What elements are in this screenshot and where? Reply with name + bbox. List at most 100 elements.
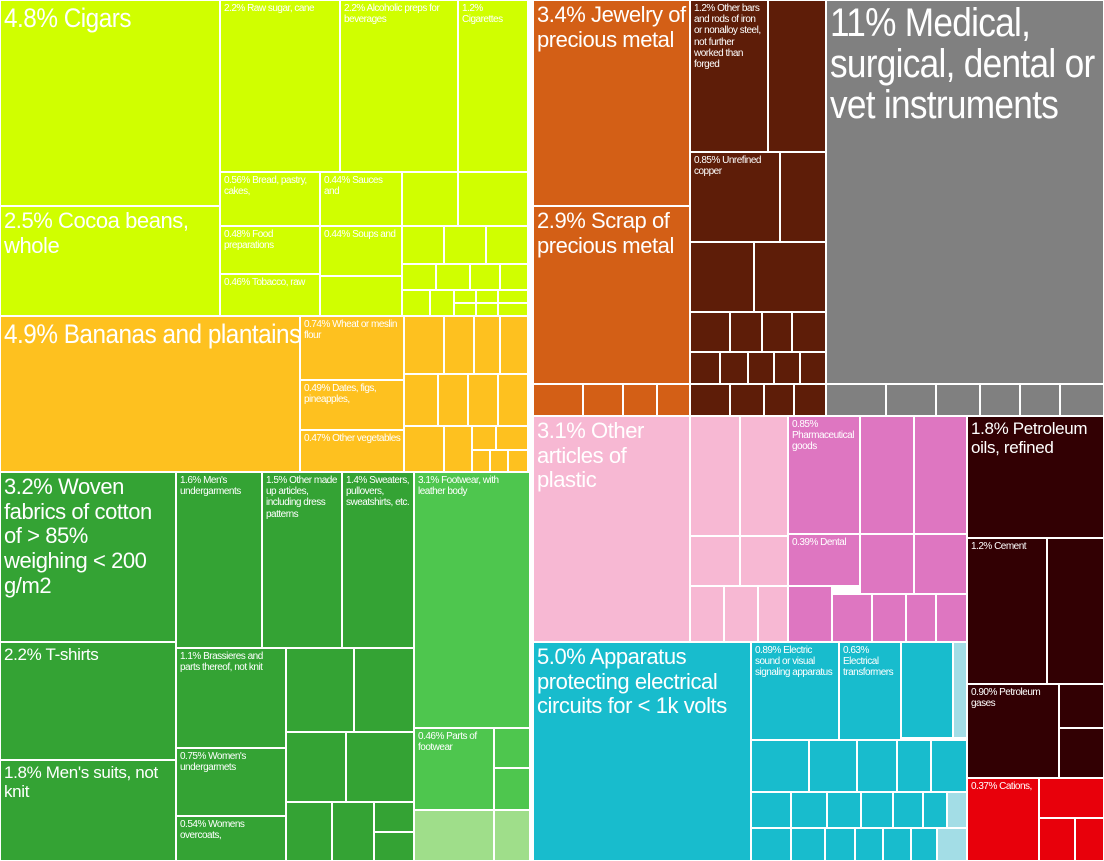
treemap-cell-unlabeled bbox=[472, 426, 496, 450]
treemap-cell-label: 0.49% Dates, figs, pineapples, bbox=[304, 383, 377, 406]
treemap-cell-unlabeled bbox=[458, 172, 528, 226]
treemap-cell-unlabeled bbox=[286, 802, 332, 861]
treemap-cell-label: 0.56% Bread, pastry, cakes, bbox=[224, 175, 307, 198]
treemap-cell: 1.2% Cigarettes bbox=[458, 0, 528, 172]
treemap-cell-unlabeled bbox=[496, 426, 528, 450]
treemap-cell: 0.85% Pharmaceutical goods bbox=[788, 416, 860, 534]
treemap-cell-label: 0.44% Soups and bbox=[324, 229, 396, 240]
treemap-cell-unlabeled bbox=[454, 290, 476, 303]
treemap-cell: 3.1% Other articles of plastic bbox=[533, 416, 690, 642]
treemap-cell-unlabeled bbox=[914, 534, 967, 594]
treemap-cell-unlabeled bbox=[720, 352, 748, 384]
treemap-cell-unlabeled bbox=[1039, 778, 1104, 818]
treemap-cell-unlabeled bbox=[901, 642, 953, 738]
treemap-cell: 1.2% Other bars and rods of iron or nona… bbox=[690, 0, 768, 152]
treemap-cell-unlabeled bbox=[883, 828, 911, 861]
treemap-cell-unlabeled bbox=[374, 802, 414, 832]
treemap-cell-unlabeled bbox=[1060, 384, 1104, 416]
treemap-cell-label: 0.48% Food preparations bbox=[224, 229, 274, 252]
treemap-cell-unlabeled bbox=[404, 316, 444, 374]
treemap-cell-label: 3.2% Woven fabrics of cotton of > 85% we… bbox=[4, 474, 152, 598]
treemap-cell-unlabeled bbox=[498, 290, 528, 303]
treemap-cell: 1.8% Petroleum oils, refined bbox=[967, 416, 1104, 538]
treemap-cell-unlabeled bbox=[832, 594, 872, 642]
treemap-cell-unlabeled bbox=[470, 264, 500, 290]
treemap-cell-unlabeled bbox=[872, 594, 906, 642]
treemap-cell: 3.4% Jewelry of precious metal bbox=[533, 0, 690, 206]
treemap-cell: 1.2% Cement bbox=[967, 538, 1047, 684]
treemap-cell-unlabeled bbox=[444, 316, 474, 374]
treemap-cell: 1.1% Brassieres and parts thereof, not k… bbox=[176, 648, 286, 748]
treemap-cell-unlabeled bbox=[286, 648, 354, 732]
treemap-cell-label: 1.2% Cigarettes bbox=[462, 3, 503, 26]
treemap-cell-unlabeled bbox=[751, 740, 809, 792]
treemap-cell-unlabeled bbox=[886, 384, 936, 416]
treemap-cell-label: 3.4% Jewelry of precious metal bbox=[537, 2, 686, 52]
treemap-cell: 0.46% Parts of footwear bbox=[414, 728, 494, 810]
treemap-cell-unlabeled bbox=[751, 828, 791, 861]
treemap-cell-unlabeled bbox=[780, 152, 826, 242]
treemap-cell-unlabeled bbox=[346, 732, 414, 802]
treemap-cell-label: 1.4% Sweaters, pullovers, sweatshirts, e… bbox=[346, 475, 410, 509]
treemap-cell-unlabeled bbox=[438, 374, 468, 426]
treemap-cell-unlabeled bbox=[923, 792, 947, 828]
treemap-cell-label: 1.5% Other made up articles, including d… bbox=[266, 475, 337, 520]
treemap-cell: 1.4% Sweaters, pullovers, sweatshirts, e… bbox=[342, 472, 414, 648]
treemap-cell-label: 0.54% Womens overcoats, bbox=[180, 819, 245, 842]
treemap-cell-unlabeled bbox=[826, 384, 886, 416]
treemap-cell: 0.37% Cations, bbox=[967, 778, 1039, 861]
treemap-cell: 4.9% Bananas and plantains bbox=[0, 316, 300, 472]
treemap-cell-unlabeled bbox=[402, 264, 436, 290]
treemap-cell-label: 1.6% Men's undergarments bbox=[180, 475, 241, 498]
treemap-cell-unlabeled bbox=[402, 226, 444, 264]
treemap-cell-unlabeled bbox=[748, 352, 774, 384]
treemap-cell-unlabeled bbox=[947, 792, 967, 828]
treemap-cell: 0.56% Bread, pastry, cakes, bbox=[220, 172, 320, 226]
treemap-cell-unlabeled bbox=[498, 303, 528, 316]
treemap-cell-label: 5.0% Apparatus protecting electrical cir… bbox=[537, 644, 727, 719]
treemap-cell-label: 2.2% T-shirts bbox=[4, 645, 99, 664]
treemap-cell-unlabeled bbox=[740, 536, 788, 586]
treemap-cell-unlabeled bbox=[476, 303, 498, 316]
treemap-cell: 1.6% Men's undergarments bbox=[176, 472, 262, 648]
treemap-cell-label: 4.8% Cigars bbox=[4, 3, 132, 33]
treemap-cell-unlabeled bbox=[791, 792, 827, 828]
treemap-cell: 3.1% Footwear, with leather body bbox=[414, 472, 530, 728]
treemap-cell-unlabeled bbox=[494, 728, 530, 768]
treemap-cell-unlabeled bbox=[791, 828, 825, 861]
treemap-cell-label: 0.44% Sauces and bbox=[324, 175, 383, 198]
treemap-cell-unlabeled bbox=[794, 384, 826, 416]
treemap-cell-label: 1.2% Cement bbox=[971, 541, 1027, 552]
treemap-cell-unlabeled bbox=[472, 450, 490, 472]
treemap-cell-label: 0.74% Wheat or meslin flour bbox=[304, 319, 397, 342]
treemap-cell: 0.44% Sauces and bbox=[320, 172, 402, 226]
treemap-cell-unlabeled bbox=[474, 316, 500, 374]
treemap-cell-unlabeled bbox=[494, 810, 530, 861]
treemap-cell-unlabeled bbox=[583, 384, 623, 416]
treemap-cell-unlabeled bbox=[860, 534, 914, 594]
treemap-cell-label: 3.1% Other articles of plastic bbox=[537, 418, 644, 493]
treemap-cell: 0.63% Electrical transformers bbox=[839, 642, 901, 740]
treemap-cell-label: 0.39% Dental bbox=[792, 537, 847, 548]
treemap-cell-label: 0.85% Unrefined copper bbox=[694, 155, 762, 178]
treemap-cell: 1.5% Other made up articles, including d… bbox=[262, 472, 342, 648]
treemap-cell-unlabeled bbox=[454, 303, 476, 316]
treemap-cell-unlabeled bbox=[468, 374, 498, 426]
treemap-cell-label: 0.89% Electric sound or visual signaling… bbox=[755, 645, 833, 679]
treemap-cell: 1.8% Men's suits, not knit bbox=[0, 760, 176, 861]
treemap-cell-unlabeled bbox=[500, 316, 528, 374]
treemap-cell: 0.48% Food preparations bbox=[220, 226, 320, 274]
treemap-cell-label: 0.47% Other vegetables bbox=[304, 433, 401, 444]
treemap-cell-label: 0.46% Tobacco, raw bbox=[224, 277, 305, 288]
treemap-cell-unlabeled bbox=[936, 594, 967, 642]
treemap-cell: 0.54% Womens overcoats, bbox=[176, 816, 286, 861]
treemap-cell: 3.2% Woven fabrics of cotton of > 85% we… bbox=[0, 472, 176, 642]
treemap-cell-unlabeled bbox=[730, 384, 764, 416]
treemap-cell: 0.49% Dates, figs, pineapples, bbox=[300, 380, 404, 430]
treemap-cell: 0.75% Women's undergarmets bbox=[176, 748, 286, 816]
treemap-cell-unlabeled bbox=[498, 374, 528, 426]
treemap-cell-unlabeled bbox=[936, 384, 980, 416]
treemap-cell-unlabeled bbox=[754, 242, 826, 312]
treemap-cell-unlabeled bbox=[751, 792, 791, 828]
treemap-cell-unlabeled bbox=[861, 792, 893, 828]
